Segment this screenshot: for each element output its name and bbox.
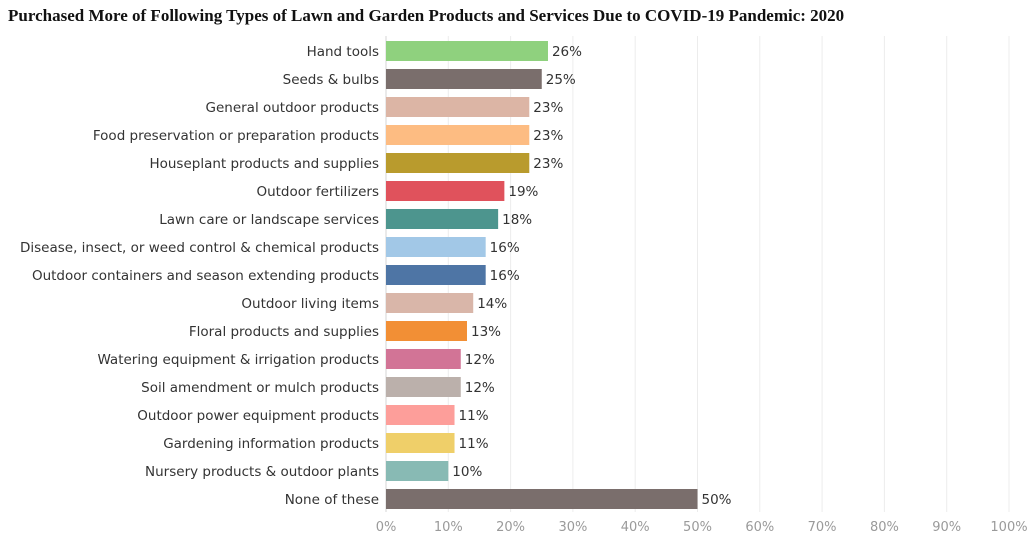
data-label: 10% [452,464,482,480]
data-label: 16% [490,268,520,284]
bar [386,321,467,341]
bar [386,209,499,229]
bar [386,153,530,173]
bar [386,433,455,453]
category-label: Nursery products & outdoor plants [145,464,379,480]
data-label: 11% [459,408,489,424]
bar [386,69,542,89]
category-label: Floral products and supplies [189,324,379,340]
tick-label: 80% [870,520,899,535]
data-label: 18% [502,212,532,228]
data-label: 12% [465,352,495,368]
category-label: Disease, insect, or weed control & chemi… [20,240,379,256]
category-label: General outdoor products [206,100,380,116]
bar [386,265,486,285]
bar [386,349,461,369]
data-label: 25% [546,72,576,88]
data-label: 13% [471,324,501,340]
category-label: Outdoor containers and season extending … [32,268,379,284]
bar [386,41,548,61]
category-label: Seeds & bulbs [283,72,379,88]
bar [386,237,486,257]
tick-label: 30% [558,520,587,535]
data-label: 26% [552,44,582,60]
tick-label: 60% [745,520,774,535]
data-label: 19% [508,184,538,200]
bar [386,489,698,509]
category-label: Outdoor power equipment products [137,408,379,424]
data-label: 14% [477,296,507,312]
tick-label: 0% [376,520,397,535]
category-label: Lawn care or landscape services [159,212,379,228]
bar [386,293,474,313]
category-label: Outdoor fertilizers [256,184,379,200]
data-label: 50% [702,492,732,508]
tick-label: 40% [621,520,650,535]
data-label: 16% [490,240,520,256]
category-label: Hand tools [307,44,379,60]
data-label: 23% [533,128,563,144]
chart-title: Purchased More of Following Types of Law… [8,6,845,25]
category-label: Soil amendment or mulch products [141,380,379,396]
tick-label: 50% [683,520,712,535]
category-label: Houseplant products and supplies [149,156,379,172]
data-label: 23% [533,100,563,116]
category-label: Gardening information products [163,436,379,452]
category-label: None of these [285,492,379,508]
tick-label: 100% [990,520,1027,535]
bar [386,405,455,425]
category-label: Watering equipment & irrigation products [97,352,379,368]
data-label: 11% [459,436,489,452]
bar [386,97,530,117]
data-label: 12% [465,380,495,396]
bar [386,181,505,201]
tick-label: 90% [932,520,961,535]
bar [386,377,461,397]
category-label: Food preservation or preparation product… [93,128,379,144]
tick-label: 20% [496,520,525,535]
category-label: Outdoor living items [241,296,379,312]
tick-label: 10% [434,520,463,535]
bar [386,461,449,481]
data-label: 23% [533,156,563,172]
tick-label: 70% [808,520,837,535]
bar [386,125,530,145]
